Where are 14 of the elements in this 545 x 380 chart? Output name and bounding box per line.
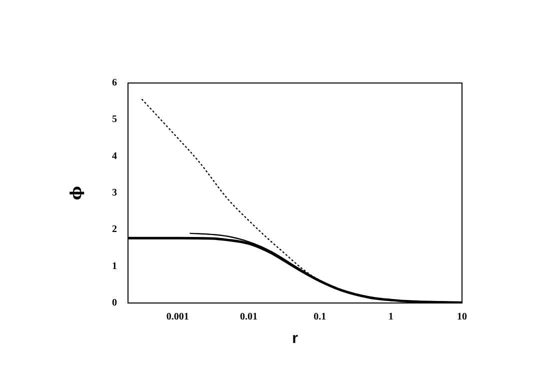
- y-tick-label: 6: [112, 78, 117, 89]
- y-tick-label: 0: [112, 298, 117, 309]
- x-axis-title: r: [292, 330, 298, 348]
- x-tick-label: 0.001: [166, 312, 189, 323]
- y-tick-label: 2: [112, 224, 117, 236]
- y-tick-label: 1: [112, 260, 117, 272]
- x-tick-label: 1: [388, 312, 394, 323]
- x-tick-label: 0.01: [240, 312, 258, 323]
- y-tick-label: 4: [112, 150, 117, 162]
- y-tick-label: 5: [112, 114, 117, 126]
- x-tick-label: 0.1: [314, 312, 326, 323]
- y-axis-title: ϕ: [66, 186, 85, 200]
- y-tick-label: 3: [112, 188, 117, 199]
- x-tick-label: 10: [457, 312, 467, 323]
